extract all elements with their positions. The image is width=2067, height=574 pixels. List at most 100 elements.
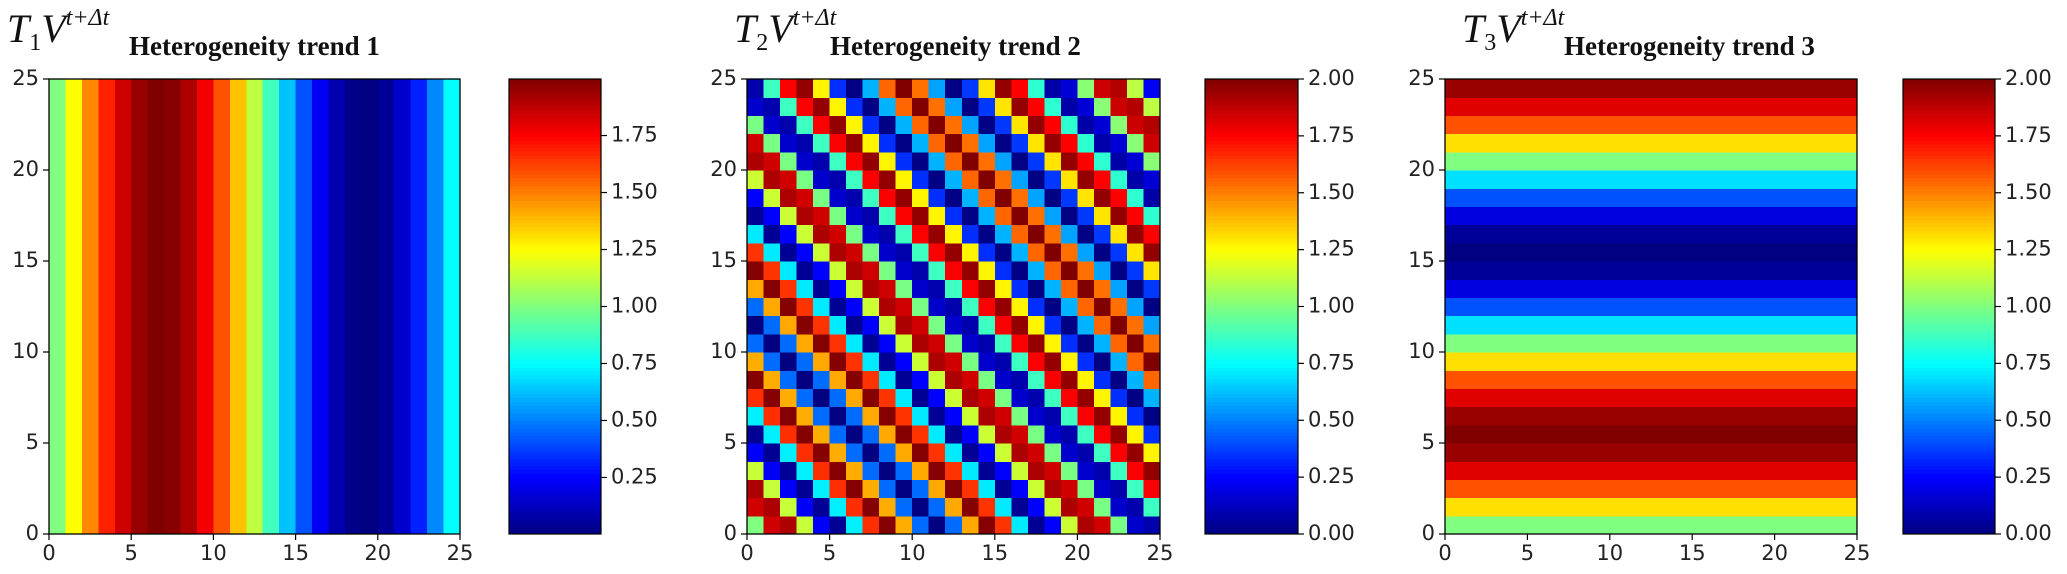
symbol-base: T <box>7 6 32 51</box>
colorbar-step <box>1903 82 1995 88</box>
cell <box>1143 297 1161 317</box>
cell <box>1027 497 1045 517</box>
colorbar-step <box>1903 355 1995 361</box>
cell <box>912 406 930 426</box>
cell <box>846 333 864 353</box>
cell <box>1126 461 1145 480</box>
colorbar-tick-label: 1.75 <box>1308 123 1355 147</box>
colorbar-step <box>509 82 601 88</box>
cell <box>1044 188 1062 207</box>
cell <box>829 461 847 480</box>
cell <box>796 133 814 153</box>
colorbar-step <box>1205 401 1298 406</box>
colorbar-step <box>1205 132 1298 137</box>
cell <box>1110 151 1128 171</box>
title-symbol: T1Vt+Δt <box>7 5 111 56</box>
cell <box>912 370 930 389</box>
colorbar <box>1205 79 1298 535</box>
column-stripe <box>81 79 99 534</box>
colorbar-step <box>1903 268 1995 273</box>
cell <box>1011 115 1029 135</box>
row-stripe <box>1445 224 1857 244</box>
cell <box>1060 333 1078 353</box>
colorbar-step <box>1903 344 1995 349</box>
cell <box>961 206 979 226</box>
cell <box>796 424 814 444</box>
colorbar-step <box>1205 333 1298 338</box>
cell <box>912 188 930 207</box>
cell <box>879 497 897 517</box>
colorbar-step <box>1205 435 1298 440</box>
cell <box>912 424 930 444</box>
cell <box>1044 279 1062 298</box>
colorbar-step <box>509 496 601 501</box>
colorbar-step <box>1903 204 1995 209</box>
cell <box>1126 297 1145 317</box>
cell <box>1143 115 1161 135</box>
cell <box>879 352 897 371</box>
colorbar-step <box>1903 196 1995 201</box>
cell <box>1011 206 1029 226</box>
colorbar-step <box>509 333 601 338</box>
colorbar-step <box>1903 408 1995 414</box>
cell <box>796 151 814 171</box>
colorbar-step <box>1205 196 1298 201</box>
cell <box>862 115 880 135</box>
colorbar-step <box>509 94 601 99</box>
symbol-superscript: t+Δt <box>66 5 111 31</box>
cell <box>895 515 913 535</box>
colorbar-step <box>509 291 601 296</box>
cell <box>961 443 979 462</box>
cell <box>1077 297 1095 317</box>
colorbar-step <box>1205 287 1298 292</box>
cell <box>862 461 880 480</box>
cell <box>747 315 765 335</box>
colorbar-step <box>509 226 601 232</box>
cell <box>945 151 963 171</box>
column-stripe <box>443 79 461 534</box>
colorbar-step <box>1903 257 1995 262</box>
colorbar-step <box>1903 340 1995 346</box>
cell <box>796 115 814 135</box>
cell <box>928 224 946 244</box>
cell <box>961 261 979 280</box>
cell <box>1077 170 1095 189</box>
cell <box>1093 461 1112 480</box>
cell <box>1110 479 1128 499</box>
row-stripe <box>1445 333 1857 353</box>
cell <box>978 388 996 408</box>
x-tick-label: 15 <box>282 541 309 565</box>
colorbar-step <box>1205 344 1298 349</box>
cell <box>829 115 847 135</box>
colorbar-step <box>509 249 601 255</box>
colorbar-step <box>1205 412 1298 418</box>
cell <box>780 315 798 335</box>
colorbar-step <box>1903 511 1995 516</box>
cell <box>978 242 996 262</box>
colorbar-tick-label: 0.50 <box>611 407 658 431</box>
colorbar-step <box>1205 469 1298 474</box>
cell <box>978 479 996 499</box>
chart-title: Heterogeneity trend 2 <box>830 31 1081 61</box>
colorbar-step <box>1205 378 1298 383</box>
cell <box>813 352 831 371</box>
colorbar-step <box>1903 207 1995 213</box>
cell <box>1044 352 1062 371</box>
cell <box>978 443 996 462</box>
cell <box>1044 133 1062 153</box>
colorbar-step <box>1903 314 1995 319</box>
colorbar-step <box>509 279 601 285</box>
cell <box>912 497 930 517</box>
colorbar-step <box>509 109 601 114</box>
colorbar-step <box>509 363 601 368</box>
cell <box>829 79 847 98</box>
cell <box>796 479 814 499</box>
colorbar-step <box>1903 461 1995 467</box>
colorbar-step <box>1903 223 1995 228</box>
cell <box>763 79 781 98</box>
cell <box>945 242 963 262</box>
colorbar-step <box>1205 230 1298 236</box>
row-stripe <box>1445 170 1857 189</box>
cell <box>879 461 897 480</box>
colorbar-step <box>1903 446 1995 452</box>
